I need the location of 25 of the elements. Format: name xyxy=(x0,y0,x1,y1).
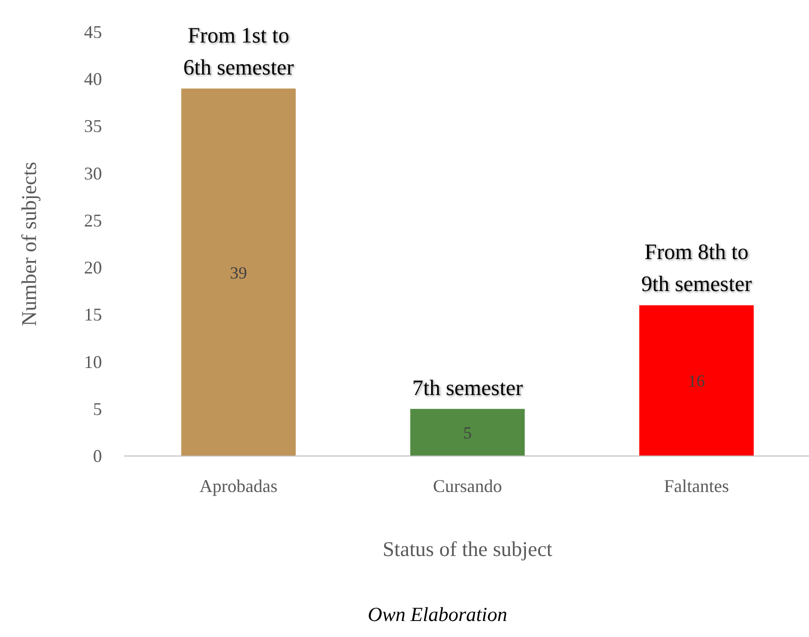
text: Own Elaboration xyxy=(368,604,508,626)
bar xyxy=(639,305,754,456)
x-tick-label: Faltantes xyxy=(664,476,729,496)
annotation: From 8th to 9th semester xyxy=(641,239,752,296)
data-label: 5 xyxy=(463,423,472,442)
x-tick-label: Aprobadas xyxy=(200,476,278,496)
y-tick-label: 45 xyxy=(84,22,102,42)
y-tick-label: 30 xyxy=(84,163,102,184)
data-label: 39 xyxy=(230,263,247,282)
y-tick-label: 15 xyxy=(84,304,102,325)
bar xyxy=(181,88,296,456)
bar xyxy=(410,408,525,456)
x-axis-title: Status of the subject xyxy=(382,537,553,561)
y-axis-title: Number of subjects xyxy=(17,162,41,326)
y-tick-label: 25 xyxy=(84,210,102,230)
x-tick-label: Cursando xyxy=(433,476,502,496)
y-tick-label: 35 xyxy=(84,116,102,136)
y-tick-label: 20 xyxy=(84,258,102,278)
data-label: 16 xyxy=(688,372,705,391)
annotation: From 1st to 6th semester xyxy=(183,22,294,80)
y-tick-label: 5 xyxy=(93,398,102,419)
annotation: 7th semester xyxy=(412,374,524,400)
y-tick-label: 10 xyxy=(84,352,102,372)
y-tick-label: 0 xyxy=(93,446,102,466)
y-tick-label: 40 xyxy=(84,69,102,90)
